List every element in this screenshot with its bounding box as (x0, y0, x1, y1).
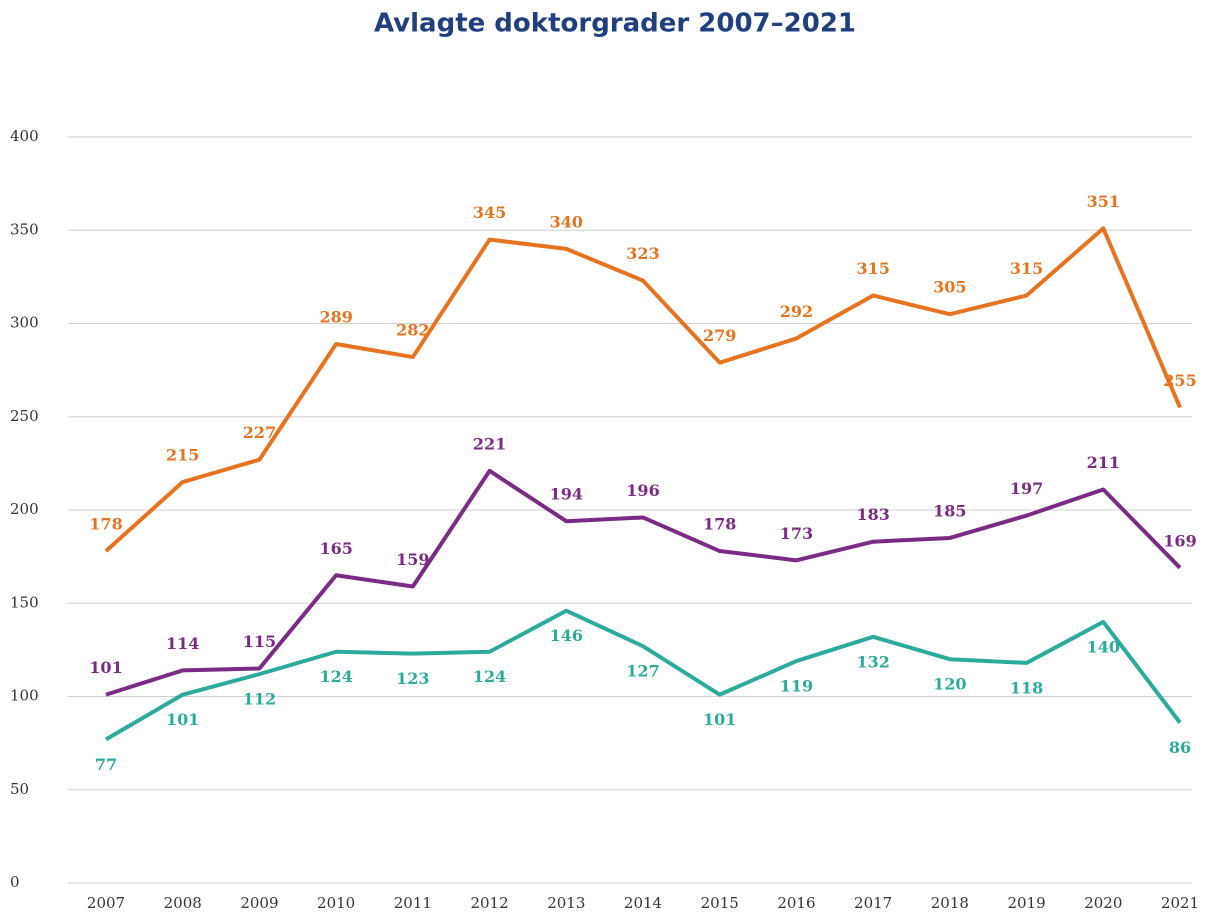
data-label: 101 (166, 710, 199, 729)
y-tick-label: 200 (10, 500, 39, 518)
x-tick-label: 2015 (701, 894, 739, 912)
data-label: 169 (1163, 531, 1196, 550)
data-label: 115 (243, 632, 276, 651)
data-label: 140 (1087, 637, 1120, 656)
data-label: 77 (95, 755, 117, 774)
x-tick-label: 2011 (394, 894, 432, 912)
data-label: 120 (933, 675, 966, 694)
data-label: 183 (856, 505, 889, 524)
line (105, 468, 1182, 697)
x-tick-label: 2013 (547, 894, 585, 912)
data-label: 101 (703, 710, 736, 729)
data-label: 114 (166, 634, 199, 653)
data-label: 323 (626, 244, 659, 263)
data-label: 123 (396, 669, 429, 688)
data-label: 351 (1087, 192, 1120, 211)
y-tick-label: 300 (10, 314, 39, 332)
data-label: 211 (1087, 453, 1120, 472)
data-label: 101 (89, 658, 122, 677)
data-label: 132 (856, 652, 889, 671)
x-tick-label: 2017 (854, 894, 892, 912)
data-label: 305 (933, 278, 966, 297)
data-label: 173 (780, 524, 813, 543)
y-tick-label: 100 (10, 687, 39, 705)
x-tick-label: 2020 (1084, 894, 1122, 912)
data-label: 196 (626, 481, 659, 500)
x-tick-label: 2012 (470, 894, 508, 912)
data-label: 282 (396, 321, 429, 340)
x-tick-label: 2007 (87, 894, 125, 912)
x-tick-label: 2009 (240, 894, 278, 912)
data-label: 292 (780, 302, 813, 321)
chart-title: Avlagte doktorgrader 2007–2021 (374, 9, 856, 39)
data-label: 185 (933, 501, 966, 520)
y-tick-label: 400 (10, 127, 39, 145)
data-label: 146 (550, 626, 583, 645)
data-label: 124 (473, 667, 506, 686)
data-label: 194 (550, 485, 583, 504)
x-tick-label: 2014 (624, 894, 662, 912)
data-label: 197 (1010, 479, 1043, 498)
x-tick-label: 2018 (931, 894, 969, 912)
data-label: 165 (319, 539, 352, 558)
data-label: 178 (89, 515, 122, 534)
y-tick-label: 250 (10, 407, 39, 425)
data-label: 289 (319, 308, 352, 327)
data-label: 255 (1163, 371, 1196, 390)
y-tick-label: 150 (10, 593, 39, 611)
data-label: 279 (703, 326, 736, 345)
data-label: 159 (396, 550, 429, 569)
data-label: 227 (243, 423, 276, 442)
data-label: 215 (166, 446, 199, 465)
data-label: 86 (1169, 738, 1191, 757)
x-tick-label: 2016 (777, 894, 815, 912)
data-label: 345 (473, 203, 506, 222)
data-label: 315 (856, 259, 889, 278)
data-label: 124 (319, 667, 352, 686)
data-label: 112 (243, 690, 276, 709)
data-label: 340 (550, 212, 583, 231)
x-tick-label: 2008 (164, 894, 202, 912)
data-label: 178 (703, 515, 736, 534)
x-tick-label: 2019 (1007, 894, 1045, 912)
x-tick-label: 2021 (1161, 894, 1199, 912)
y-tick-label: 50 (10, 780, 29, 798)
data-label: 118 (1010, 678, 1043, 697)
y-tick-label: 350 (10, 220, 39, 238)
line (104, 608, 1182, 742)
line (104, 226, 1182, 553)
data-label: 315 (1010, 259, 1043, 278)
y-tick-label: 0 (10, 873, 20, 891)
data-label: 119 (780, 677, 813, 696)
data-label: 221 (473, 434, 506, 453)
data-label: 127 (626, 662, 659, 681)
x-tick-label: 2010 (317, 894, 355, 912)
